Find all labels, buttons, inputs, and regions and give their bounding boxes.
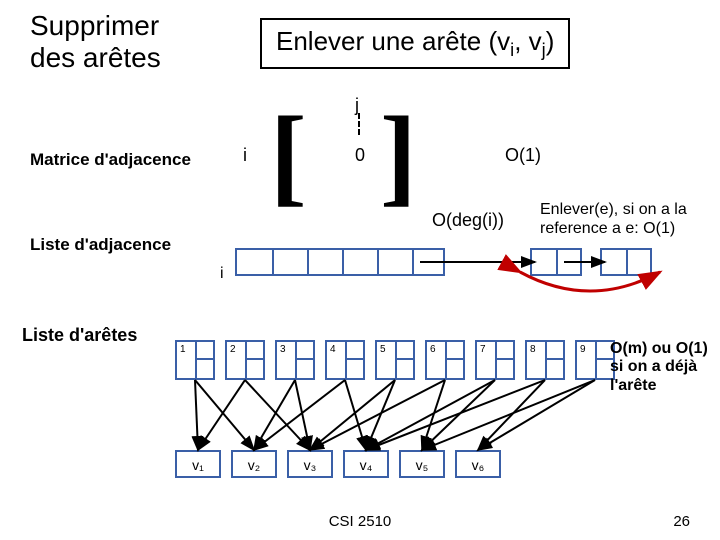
vertex-box-5: v₅ [399, 450, 445, 478]
bracket-left: [ [270, 100, 307, 210]
adjlist-i: i [220, 265, 224, 283]
edge-box-4: 4 [325, 340, 365, 380]
label-edgelist: Liste d'arêtes [22, 325, 137, 346]
adjlist-bigbox [235, 248, 445, 276]
title-box-suffix: ) [546, 26, 555, 56]
vertex-box-3: v₃ [287, 450, 333, 478]
adjlist-node-1 [530, 248, 582, 276]
adjlist-complexity: O(deg(i)) [432, 210, 504, 231]
title-left: Supprimerdes arêtes [30, 10, 161, 74]
edge-box-3: 3 [275, 340, 315, 380]
vertex-box-2: v₂ [231, 450, 277, 478]
title-box-mid: , v [514, 26, 541, 56]
title-box-prefix: Enlever une arête (v [276, 26, 510, 56]
edge-box-6: 6 [425, 340, 465, 380]
label-matrix: Matrice d'adjacence [30, 150, 191, 170]
edge-box-7: 7 [475, 340, 515, 380]
page-number: 26 [673, 513, 690, 530]
edge-box-1: 1 [175, 340, 215, 380]
vertex-box-1: v₁ [175, 450, 221, 478]
edge-box-9: 9 [575, 340, 615, 380]
footer: CSI 2510 [0, 513, 720, 530]
matrix-i: i [243, 145, 247, 166]
vertex-box-4: v₄ [343, 450, 389, 478]
edge-box-8: 8 [525, 340, 565, 380]
label-adjlist: Liste d'adjacence [30, 235, 171, 255]
matrix-zero: 0 [355, 145, 365, 166]
edge-box-5: 5 [375, 340, 415, 380]
matrix-j-dash [358, 113, 360, 135]
matrix-complexity: O(1) [505, 145, 541, 166]
edge-box-2: 2 [225, 340, 265, 380]
edgelist-complexity: O(m) ou O(1) si on a déjà l'arête [610, 340, 710, 395]
adjlist-node-2 [600, 248, 652, 276]
title-box: Enlever une arête (vi, vj) [260, 18, 570, 69]
bracket-right: ] [380, 100, 417, 210]
vertex-box-6: v₆ [455, 450, 501, 478]
enlever-text: Enlever(e), si on a la reference a e: O(… [540, 200, 715, 238]
